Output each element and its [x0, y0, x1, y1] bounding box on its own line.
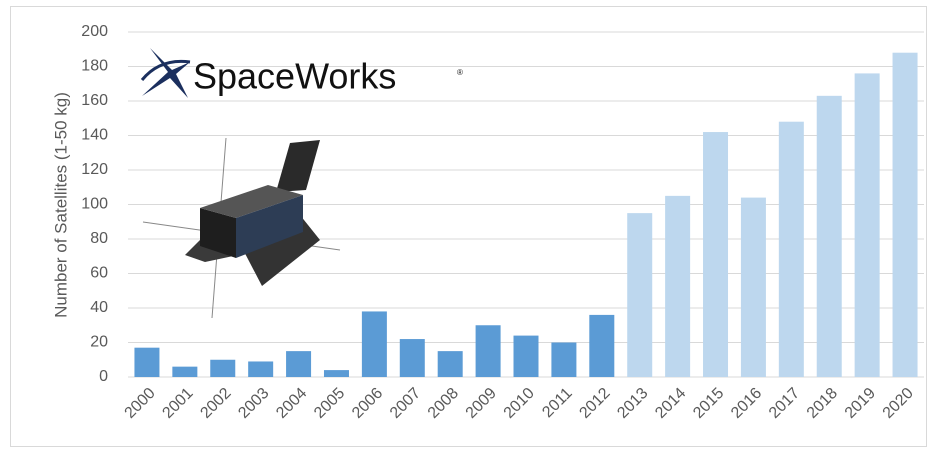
y-tick-label: 0 — [99, 368, 108, 385]
bar — [513, 335, 539, 377]
y-tick-label: 200 — [81, 23, 108, 40]
y-tick-label: 40 — [90, 299, 108, 316]
y-tick-label: 160 — [81, 92, 108, 109]
bar — [627, 213, 653, 377]
bar — [134, 347, 160, 377]
bar — [475, 325, 501, 377]
y-tick-label: 80 — [90, 230, 108, 247]
y-tick-label: 120 — [81, 161, 108, 178]
bar — [778, 121, 804, 377]
logo-text: SpaceWorks — [193, 56, 396, 97]
bar — [210, 359, 236, 377]
logo-mark: ® — [457, 68, 463, 77]
logo: SpaceWorks ® — [140, 48, 463, 98]
bar — [854, 73, 880, 378]
bar — [551, 342, 577, 377]
y-tick-label: 60 — [90, 265, 108, 282]
bar — [361, 311, 387, 377]
bar — [892, 52, 918, 377]
y-tick-label: 180 — [81, 58, 108, 75]
bar — [399, 339, 425, 377]
bar — [665, 195, 691, 377]
bar — [248, 361, 274, 377]
y-axis-label: Number of Satellites (1-50 kg) — [51, 92, 70, 318]
bar — [816, 95, 842, 377]
y-tick-label: 20 — [90, 334, 108, 351]
bar — [172, 366, 198, 377]
logo-swoosh — [142, 48, 190, 98]
bar — [740, 197, 766, 377]
bar — [703, 132, 729, 377]
logo-arc — [140, 59, 191, 81]
bar — [589, 314, 615, 377]
y-tick-label: 100 — [81, 196, 108, 213]
bar — [323, 370, 349, 377]
y-tick-label: 140 — [81, 127, 108, 144]
bar — [286, 351, 312, 377]
bar — [437, 351, 463, 377]
satellite-image — [142, 137, 341, 319]
